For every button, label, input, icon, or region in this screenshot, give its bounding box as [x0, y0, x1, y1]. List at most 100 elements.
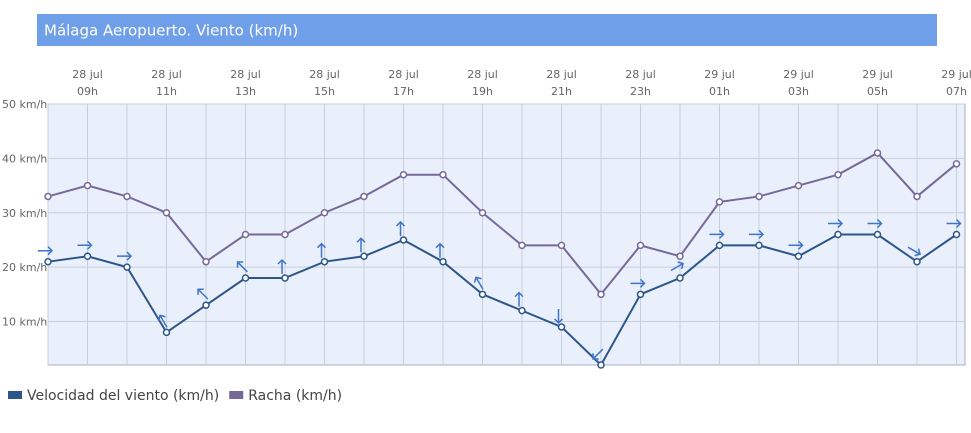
series-line: [47, 151, 958, 296]
arrow-shape: [435, 242, 445, 258]
wind-arrow: [197, 288, 209, 300]
legend-swatch: [8, 391, 22, 399]
wind-arrow: [38, 246, 54, 256]
point: [360, 192, 368, 201]
arrow-shape: [395, 220, 406, 236]
point: [873, 149, 882, 157]
y-tick-label: 50 km/h: [2, 98, 47, 111]
x-tick-label: 19h: [472, 85, 493, 98]
x-tick-label: 28 jul: [72, 68, 103, 81]
legend-label: Racha (km/h): [248, 388, 342, 404]
x-tick-label: 01h: [709, 85, 730, 98]
arrow-shape: [670, 261, 684, 272]
x-tick-label: 21h: [551, 85, 572, 98]
x-tick-label: 09h: [77, 85, 98, 98]
wind-arrow: [435, 242, 445, 258]
point: [597, 290, 605, 299]
chart-title: Málaga Aeropuerto. Viento (km/h): [44, 22, 298, 40]
wind-arrow: [553, 308, 564, 324]
point: [676, 252, 684, 260]
wind-arrow: [356, 237, 366, 253]
point: [241, 274, 250, 282]
wind-arrow: [236, 261, 248, 273]
arrow-shape: [630, 278, 646, 288]
point: [952, 230, 961, 239]
arrow-shape: [592, 348, 604, 360]
point: [123, 263, 131, 271]
point: [44, 257, 52, 266]
x-tick-label: 29 jul: [783, 68, 814, 81]
wind-arrow: [592, 348, 604, 360]
wind-arrow: [77, 240, 93, 250]
arrow-shape: [77, 240, 93, 250]
wind-arrow: [316, 242, 327, 258]
arrow-shape: [236, 261, 248, 273]
wind-arrow: [277, 258, 287, 274]
arrow-shape: [749, 229, 765, 239]
point: [794, 181, 803, 190]
wind-arrow: [670, 261, 684, 272]
arrow-shape: [38, 246, 54, 256]
x-tick-label: 29 jul: [941, 68, 971, 81]
title-bar: [37, 14, 937, 46]
x-tick-label: 23h: [630, 85, 651, 98]
point: [715, 198, 724, 206]
arrow-shape: [709, 229, 725, 239]
point: [597, 361, 605, 369]
point: [202, 257, 210, 266]
x-tick-label: 17h: [393, 85, 414, 98]
legend-swatch: [229, 391, 244, 399]
arrow-shape: [907, 246, 921, 257]
wind-arrow: [473, 276, 484, 290]
point: [478, 209, 487, 217]
y-tick-label: 40 km/h: [2, 152, 47, 165]
point: [162, 328, 171, 337]
x-tick-label: 03h: [788, 85, 809, 98]
x-tick-label: 28 jul: [388, 68, 419, 81]
point: [360, 252, 368, 260]
x-tick-label: 28 jul: [467, 68, 498, 81]
point: [83, 181, 92, 190]
x-tick-label: 15h: [314, 85, 335, 98]
y-tick-label: 30 km/h: [2, 207, 47, 220]
point: [636, 241, 645, 250]
point: [399, 170, 408, 179]
arrow-shape: [867, 218, 883, 229]
point: [320, 257, 329, 266]
wind-arrow: [788, 240, 804, 250]
wind-arrow: [709, 229, 725, 239]
wind-arrow: [395, 220, 406, 236]
point: [834, 230, 842, 239]
point: [202, 301, 210, 309]
arrow-shape: [157, 314, 168, 328]
point: [873, 230, 882, 239]
arrow-shape: [117, 251, 133, 261]
wind-arrow: [749, 229, 765, 239]
wind-arrow: [117, 251, 133, 261]
point: [518, 306, 526, 315]
point: [715, 241, 724, 250]
arrow-shape: [946, 218, 962, 229]
wind-arrow: [946, 218, 962, 229]
x-tick-label: 28 jul: [546, 68, 577, 81]
point: [123, 192, 131, 201]
point: [557, 323, 566, 331]
arrow-shape: [788, 240, 804, 250]
point: [834, 170, 842, 179]
point: [636, 290, 645, 299]
series-line: [47, 233, 958, 367]
arrow-shape: [277, 258, 287, 274]
legend-label: Velocidad del viento (km/h): [27, 388, 219, 404]
arrow-shape: [828, 218, 844, 229]
point: [83, 252, 92, 260]
x-tick-label: 28 jul: [309, 68, 340, 81]
point: [518, 241, 526, 250]
arrow-shape: [473, 276, 484, 290]
point: [439, 257, 447, 266]
arrow-shape: [316, 242, 327, 258]
point: [913, 192, 921, 201]
wind-arrow: [157, 314, 168, 328]
arrow-shape: [197, 288, 209, 300]
wind-arrow: [867, 218, 883, 229]
x-tick-label: 07h: [946, 85, 967, 98]
